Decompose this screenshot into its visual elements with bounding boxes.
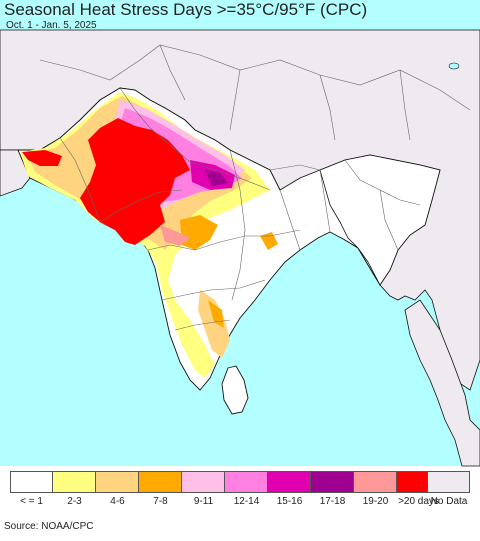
legend-swatches [10,471,440,493]
admin-borders [39,44,471,331]
zone-7-8 [180,215,218,250]
zone-over-20-west [22,150,62,166]
map-subtitle: Oct. 1 - Jan. 5, 2025 [6,20,97,31]
land-northeast [319,154,441,286]
zone-19-20 [160,225,190,246]
legend-labels: < = 1 2-3 4-6 7-8 9-11 12-14 15-16 17-18 19-20 >2… [10,496,439,510]
legend-swatch [268,471,311,493]
land-sri-lanka [221,365,249,415]
legend-label: 2-3 [67,496,82,507]
source-credit: Source: NOAA/CPC [4,521,94,532]
legend-swatch [311,471,354,493]
legend-label: 4-6 [110,496,125,507]
legend-label: < = 1 [20,496,43,507]
lake-feature [448,62,460,70]
legend-label: 9-11 [193,496,214,507]
legend-nodata-label: No Data [430,496,468,507]
legend-swatch [139,471,182,493]
zone-7-8-b [260,232,278,250]
legend-swatch [10,471,53,493]
zone-over-20 [80,118,190,245]
map-title: Seasonal Heat Stress Days >=35°C/95°F (C… [4,0,368,19]
legend-label: 17-18 [319,496,346,507]
legend-swatch [225,471,268,493]
land-nodata-southeast [404,299,480,467]
legend-swatch [96,471,139,493]
legend-swatch [182,471,225,493]
legend-label: 12-14 [233,496,260,507]
zone-17-18 [205,170,228,186]
legend-label: 19-20 [362,496,389,507]
zone-4-6-south [198,290,230,358]
legend-nodata-swatch [427,471,470,493]
legend-swatch [354,471,397,493]
legend-label: 7-8 [153,496,168,507]
legend-label: >20 days [398,496,439,507]
legend-swatch [53,471,96,493]
zone-7-8-c [208,300,224,328]
legend-label: 15-16 [276,496,303,507]
